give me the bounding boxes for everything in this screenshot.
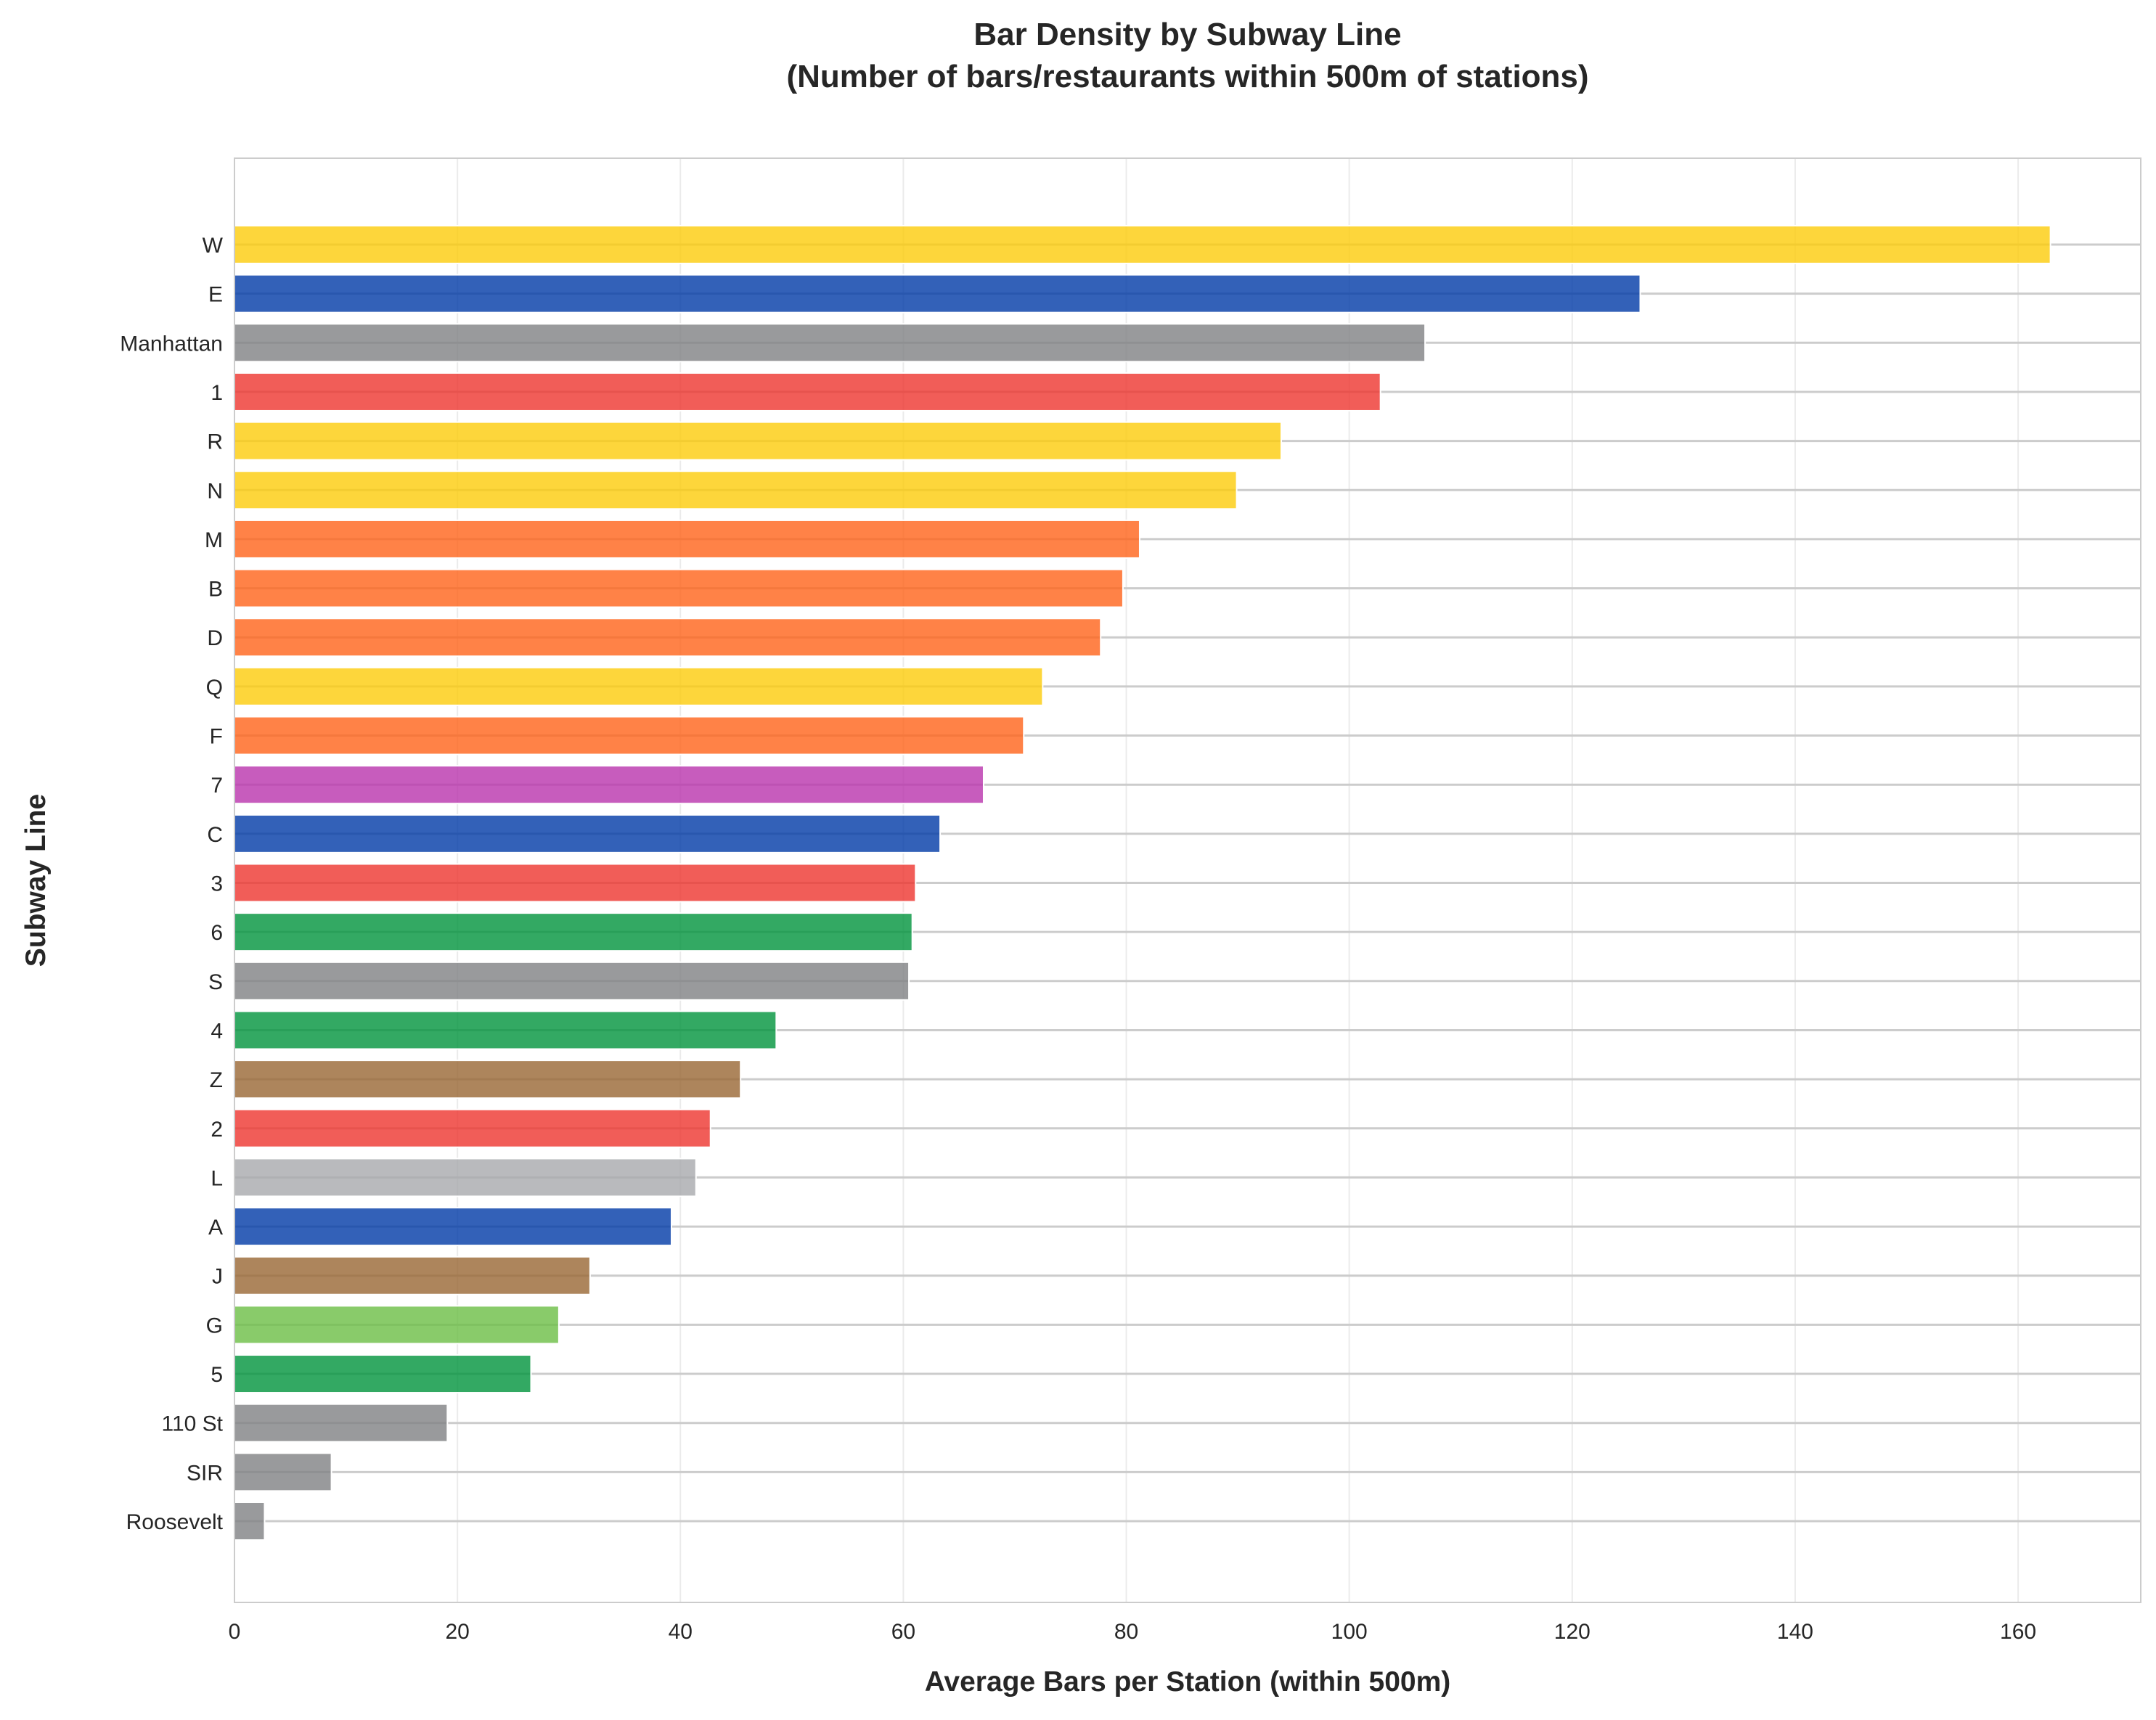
y-tick-label: 4 [211, 1019, 223, 1043]
bar-f [234, 716, 1025, 755]
x-tick-label: 100 [1331, 1620, 1368, 1644]
bar-4 [234, 1010, 777, 1050]
bar-j [234, 1256, 591, 1295]
bar-r [234, 421, 1282, 461]
y-tick-label: E [208, 283, 223, 307]
bar-l [234, 1158, 697, 1197]
bar-s [234, 961, 910, 1001]
bar-sir [234, 1452, 332, 1492]
bar-manhattan [234, 323, 1426, 363]
y-tick-label: 6 [211, 921, 223, 945]
bar-5 [234, 1354, 532, 1394]
x-tick-label: 80 [1114, 1620, 1138, 1644]
y-tick-label: R [207, 430, 223, 454]
bar-2 [234, 1108, 711, 1148]
bar-e [234, 274, 1641, 314]
bar-3 [234, 863, 917, 903]
bar-1 [234, 372, 1381, 411]
bar-m [234, 519, 1140, 559]
bar-n [234, 470, 1238, 510]
y-tick-label: J [212, 1265, 223, 1289]
bar-b [234, 568, 1124, 608]
plot-frame [234, 157, 2141, 1603]
y-tick-label: F [210, 725, 223, 749]
chart-title: Bar Density by Subway Line [973, 17, 1401, 52]
x-tick-label: 0 [229, 1620, 241, 1644]
y-tick-label: 5 [211, 1363, 223, 1387]
y-tick-label: 7 [211, 774, 223, 798]
y-tick-label: Z [210, 1068, 223, 1092]
y-tick-label: 2 [211, 1118, 223, 1142]
y-tick-label: N [207, 479, 223, 503]
x-tick-label: 60 [891, 1620, 915, 1644]
y-tick-label: 1 [211, 381, 223, 405]
bar-w [234, 225, 2051, 264]
bar-110-st [234, 1403, 449, 1443]
y-tick-label: A [208, 1216, 223, 1240]
y-tick-label: Manhattan [120, 332, 223, 356]
y-tick-label: 110 St [161, 1412, 223, 1436]
y-tick-label: G [206, 1314, 223, 1338]
bar-7 [234, 765, 984, 805]
x-axis-label: Average Bars per Station (within 500m) [925, 1666, 1451, 1698]
y-tick-label: B [208, 578, 223, 602]
bar-c [234, 814, 942, 853]
chart-subtitle: (Number of bars/restaurants within 500m … [786, 59, 1588, 94]
bar-d [234, 618, 1102, 658]
x-tick-label: 20 [445, 1620, 469, 1644]
bar-z [234, 1060, 742, 1099]
y-tick-label: D [207, 626, 223, 650]
y-tick-label: W [203, 234, 224, 258]
y-tick-label: SIR [187, 1461, 223, 1485]
bar-roosevelt [234, 1502, 266, 1541]
x-tick-label: 140 [1777, 1620, 1813, 1644]
y-tick-label: C [207, 823, 223, 847]
x-tick-label: 160 [2000, 1620, 2036, 1644]
bar-g [234, 1305, 560, 1345]
x-tick-label: 120 [1554, 1620, 1591, 1644]
x-tick-label: 40 [669, 1620, 693, 1644]
y-tick-label: M [205, 528, 223, 552]
y-tick-label: S [208, 970, 223, 994]
bar-q [234, 666, 1044, 706]
y-axis-label: Subway Line [20, 794, 52, 967]
bar-a [234, 1207, 672, 1247]
y-tick-label: L [211, 1166, 223, 1190]
bar-6 [234, 912, 913, 952]
y-tick-label: Roosevelt [126, 1510, 224, 1534]
y-tick-label: 3 [211, 872, 223, 896]
y-tick-label: Q [206, 676, 223, 700]
